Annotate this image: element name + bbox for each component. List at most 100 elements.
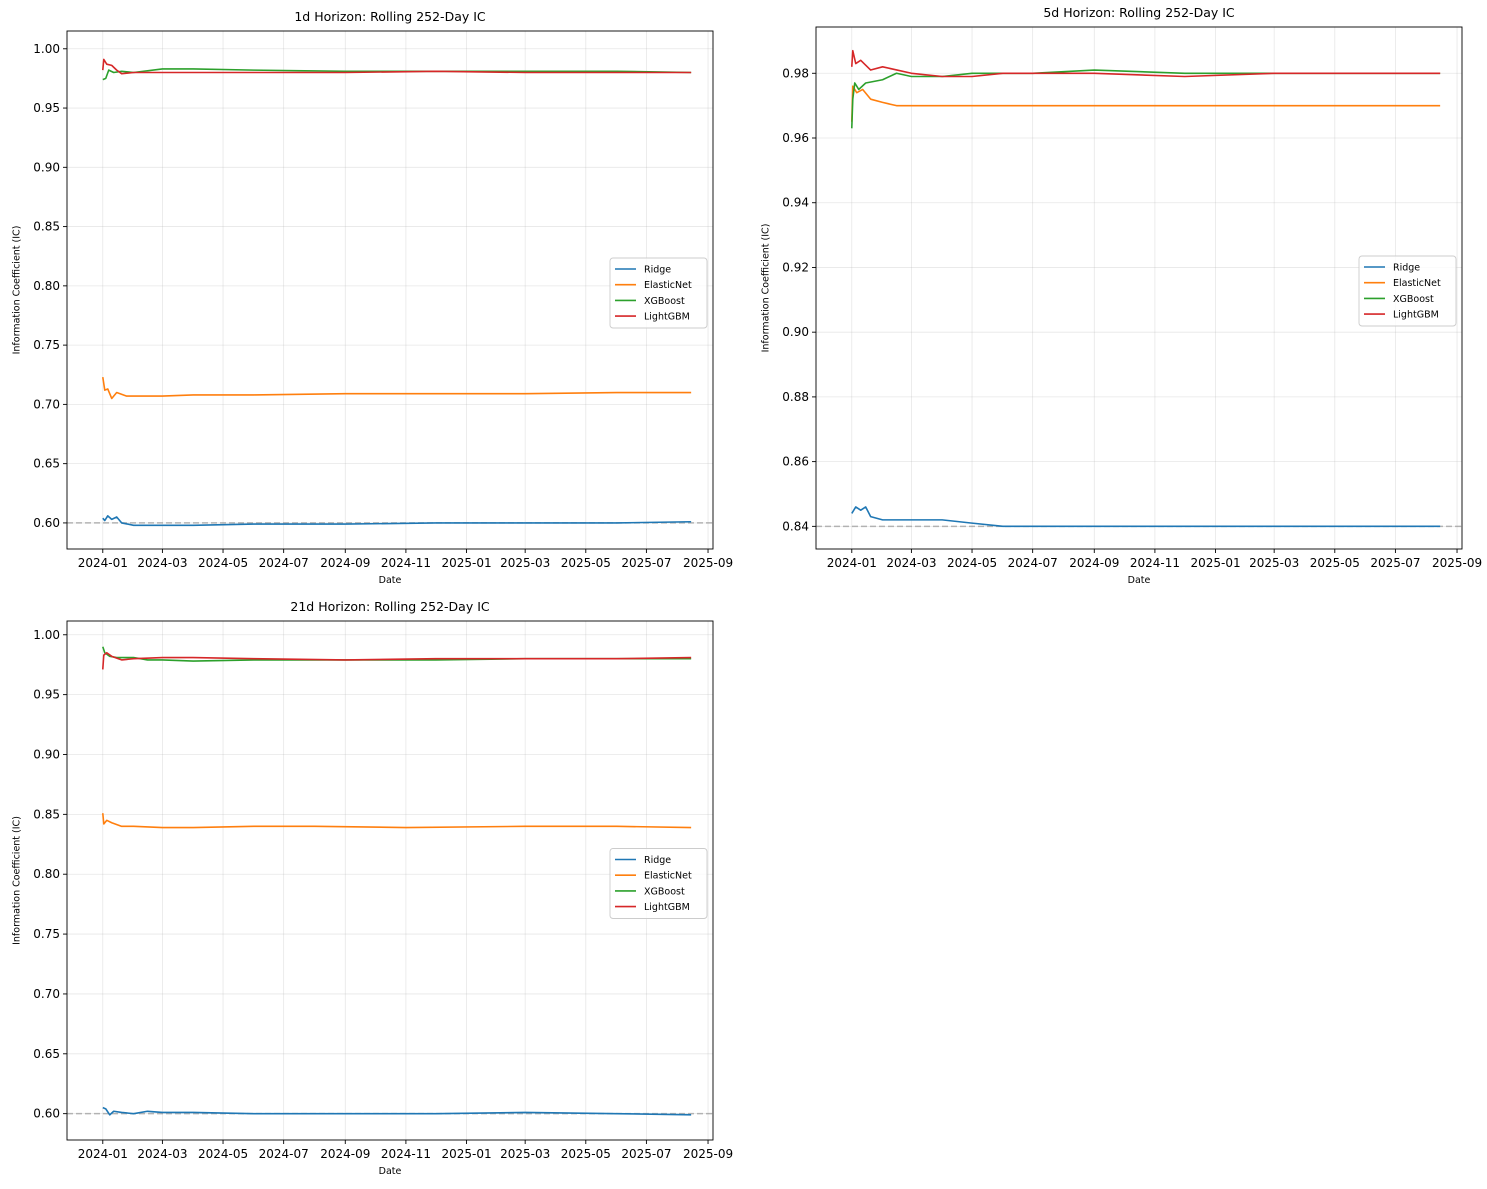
- x-tick-label: 2025-03: [1249, 556, 1299, 570]
- chart-panel-3: 2024-01 2024-03 2024-05 2024-07 2024-09 2024-…: [12, 599, 734, 1177]
- x-tick-label: 2024-05: [198, 1147, 248, 1161]
- series-line-xgboost: [850, 69, 1441, 129]
- y-tick-label: 0.85: [33, 220, 60, 234]
- x-axis-label: Date: [379, 575, 402, 586]
- x-tick-label: 2025-03: [500, 556, 550, 570]
- series-line-elasticnet: [850, 85, 1441, 122]
- x-tick-label: 2024-11: [381, 556, 431, 570]
- axes-frame: [66, 620, 714, 1141]
- legend-box: [609, 848, 708, 919]
- series-group: [101, 646, 692, 1116]
- y-tick-label: 0.60: [33, 1107, 60, 1121]
- chart-panel-1: 2024-01 2024-03 2024-05 2024-07 2024-09 2024-…: [12, 9, 734, 586]
- x-tick-label: 2025-07: [621, 1147, 671, 1161]
- y-tick-label: 0.95: [33, 101, 60, 115]
- y-tick-label: 0.75: [33, 927, 60, 941]
- x-tick-label: 2024-01: [78, 556, 128, 570]
- x-tick-label: 2025-01: [1190, 556, 1240, 570]
- y-tick-label: 0.96: [782, 131, 809, 145]
- x-tick-label: 2024-01: [78, 1147, 128, 1161]
- y-tick-label: 0.98: [782, 66, 809, 80]
- y-tick-label: 0.92: [782, 260, 809, 274]
- x-tick-label: 2024-09: [320, 1147, 370, 1161]
- series-line-lightgbm: [101, 58, 692, 75]
- x-tick-label: 2025-09: [683, 556, 733, 570]
- x-tick-label: 2025-09: [1432, 556, 1482, 570]
- x-tick-label: 2024-11: [1130, 556, 1180, 570]
- legend: Ridge ElasticNet XGBoost LightGBM: [609, 848, 708, 919]
- y-tick-label: 0.70: [33, 397, 60, 411]
- x-tick-label: 2025-05: [561, 556, 611, 570]
- x-tick-label: 2025-01: [441, 556, 491, 570]
- x-tick-label: 2024-03: [137, 556, 187, 570]
- x-tick-label: 2025-01: [441, 1147, 491, 1161]
- legend-label-lightgbm: LightGBM: [644, 902, 690, 913]
- series-line-xgboost: [102, 68, 692, 81]
- legend-label-ridge: Ridge: [644, 855, 671, 866]
- legend-label-ridge: Ridge: [644, 265, 671, 276]
- x-tick-label: 2025-05: [561, 1147, 611, 1161]
- x-tick-label: 2025-07: [621, 556, 671, 570]
- x-axis-label: Date: [1128, 575, 1151, 586]
- legend-label-lightgbm: LightGBM: [1393, 310, 1439, 321]
- x-tick-label: 2024-01: [827, 556, 877, 570]
- x-tick-label: 2024-11: [381, 1147, 431, 1161]
- x-tick-label: 2025-09: [683, 1147, 733, 1161]
- x-tick-label: 2025-03: [500, 1147, 550, 1161]
- legend-label-ridge: Ridge: [1393, 263, 1420, 274]
- y-tick-label: 0.84: [782, 519, 809, 533]
- x-tick-label: 2024-07: [1008, 556, 1058, 570]
- y-tick-label: 0.95: [33, 688, 60, 702]
- y-axis-label: Information Coefficient (IC): [761, 224, 772, 353]
- legend-label-elasticnet: ElasticNet: [644, 280, 692, 291]
- axes-frame: [815, 26, 1463, 550]
- series-group: [101, 58, 692, 527]
- x-tick-label: 2024-09: [1069, 556, 1119, 570]
- series-line-elasticnet: [101, 376, 692, 400]
- x-tick-label: 2024-05: [947, 556, 997, 570]
- y-tick-label: 0.65: [33, 457, 60, 471]
- series-group: [850, 49, 1441, 528]
- grid: [67, 31, 713, 549]
- legend-label-elasticnet: ElasticNet: [644, 871, 692, 882]
- x-axis-label: Date: [379, 1166, 402, 1177]
- y-tick-label: 0.70: [33, 987, 60, 1001]
- series-line-lightgbm: [101, 651, 692, 670]
- chart-title: 21d Horizon: Rolling 252-Day IC: [290, 599, 490, 614]
- y-tick-label: 0.80: [33, 279, 60, 293]
- legend-box: [1358, 255, 1457, 327]
- legend-label-xgboost: XGBoost: [644, 296, 685, 307]
- y-tick-label: 0.86: [782, 455, 809, 469]
- y-tick-label: 0.90: [782, 325, 809, 339]
- legend-label-xgboost: XGBoost: [1393, 294, 1434, 305]
- y-tick-label: 0.75: [33, 338, 60, 352]
- chart-panel-2: 2024-01 2024-03 2024-05 2024-07 2024-09 2024-…: [761, 5, 1483, 586]
- axes-frame: [66, 30, 714, 550]
- x-tick-label: 2024-05: [198, 556, 248, 570]
- legend: Ridge ElasticNet XGBoost LightGBM: [1358, 255, 1457, 327]
- legend-label-elasticnet: ElasticNet: [1393, 278, 1441, 289]
- y-axis-label: Information Coefficient (IC): [12, 816, 23, 945]
- y-tick-label: 0.94: [782, 196, 809, 210]
- chart-title: 5d Horizon: Rolling 252-Day IC: [1043, 5, 1235, 20]
- legend-box: [609, 257, 708, 329]
- x-tick-label: 2025-05: [1310, 556, 1360, 570]
- chart-title: 1d Horizon: Rolling 252-Day IC: [294, 9, 486, 24]
- series-line-lightgbm: [850, 49, 1441, 78]
- x-tick-label: 2024-09: [320, 556, 370, 570]
- y-tick-label: 1.00: [33, 628, 60, 642]
- y-tick-label: 0.60: [33, 516, 60, 530]
- legend: Ridge ElasticNet XGBoost LightGBM: [609, 257, 708, 329]
- legend-label-lightgbm: LightGBM: [644, 312, 690, 323]
- y-tick-label: 0.80: [33, 867, 60, 881]
- x-tick-label: 2024-07: [259, 556, 309, 570]
- y-tick-label: 1.00: [33, 42, 60, 56]
- series-line-ridge: [102, 1106, 692, 1116]
- x-tick-label: 2025-07: [1370, 556, 1420, 570]
- y-tick-label: 0.88: [782, 390, 809, 404]
- x-tick-label: 2024-03: [137, 1147, 187, 1161]
- y-tick-label: 0.65: [33, 1047, 60, 1061]
- y-axis-label: Information Coefficient (IC): [12, 226, 23, 355]
- legend-label-xgboost: XGBoost: [644, 886, 685, 897]
